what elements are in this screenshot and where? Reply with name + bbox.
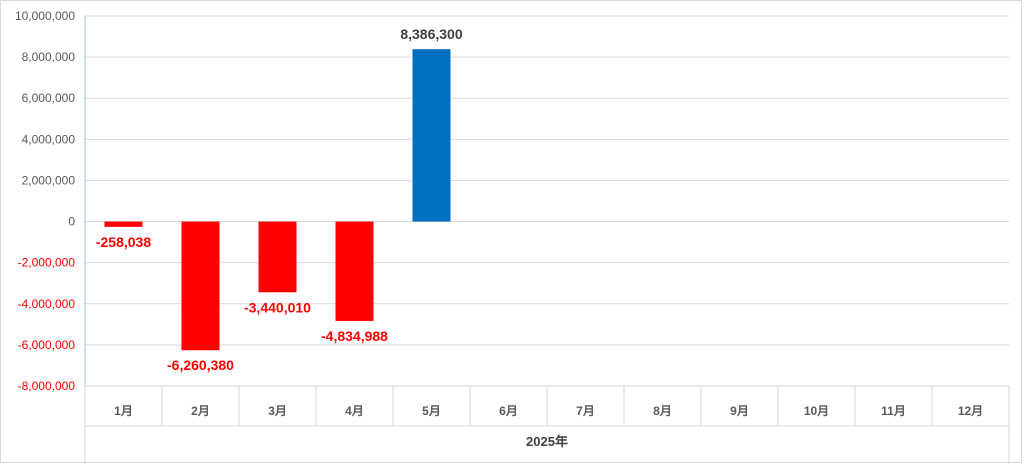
data-label: -258,038 [96,234,151,250]
x-tick-label: 4月 [345,404,364,418]
y-tick-label: 2,000,000 [22,173,76,187]
data-label: -6,260,380 [167,357,234,373]
x-tick-label: 8月 [653,404,672,418]
data-label: -3,440,010 [244,299,311,315]
x-tick-label: 6月 [499,404,518,418]
y-tick-label: 0 [68,215,75,229]
y-tick-label: 4,000,000 [22,132,76,146]
x-axis-group-label: 2025年 [526,434,568,449]
y-tick-label: 10,000,000 [15,9,75,23]
bar [104,221,143,227]
x-tick-label: 2月 [191,404,210,418]
y-tick-label: -6,000,000 [18,338,76,352]
x-tick-label: 9月 [730,404,749,418]
x-tick-label: 12月 [958,404,983,418]
bar [335,221,374,321]
bar [258,221,297,293]
y-tick-label: -4,000,000 [18,297,76,311]
data-label: -4,834,988 [321,328,388,344]
x-tick-label: 7月 [576,404,595,418]
x-tick-label: 10月 [804,404,829,418]
x-tick-label: 3月 [268,404,287,418]
y-tick-label: -8,000,000 [18,379,76,393]
bar [412,49,451,222]
bar [181,221,220,351]
y-tick-label: 6,000,000 [22,91,76,105]
y-tick-label: -2,000,000 [18,256,76,270]
x-tick-label: 11月 [881,404,906,418]
x-tick-label: 1月 [114,404,133,418]
y-tick-label: 8,000,000 [22,50,76,64]
x-tick-label: 5月 [422,404,441,418]
data-label: 8,386,300 [400,26,462,42]
